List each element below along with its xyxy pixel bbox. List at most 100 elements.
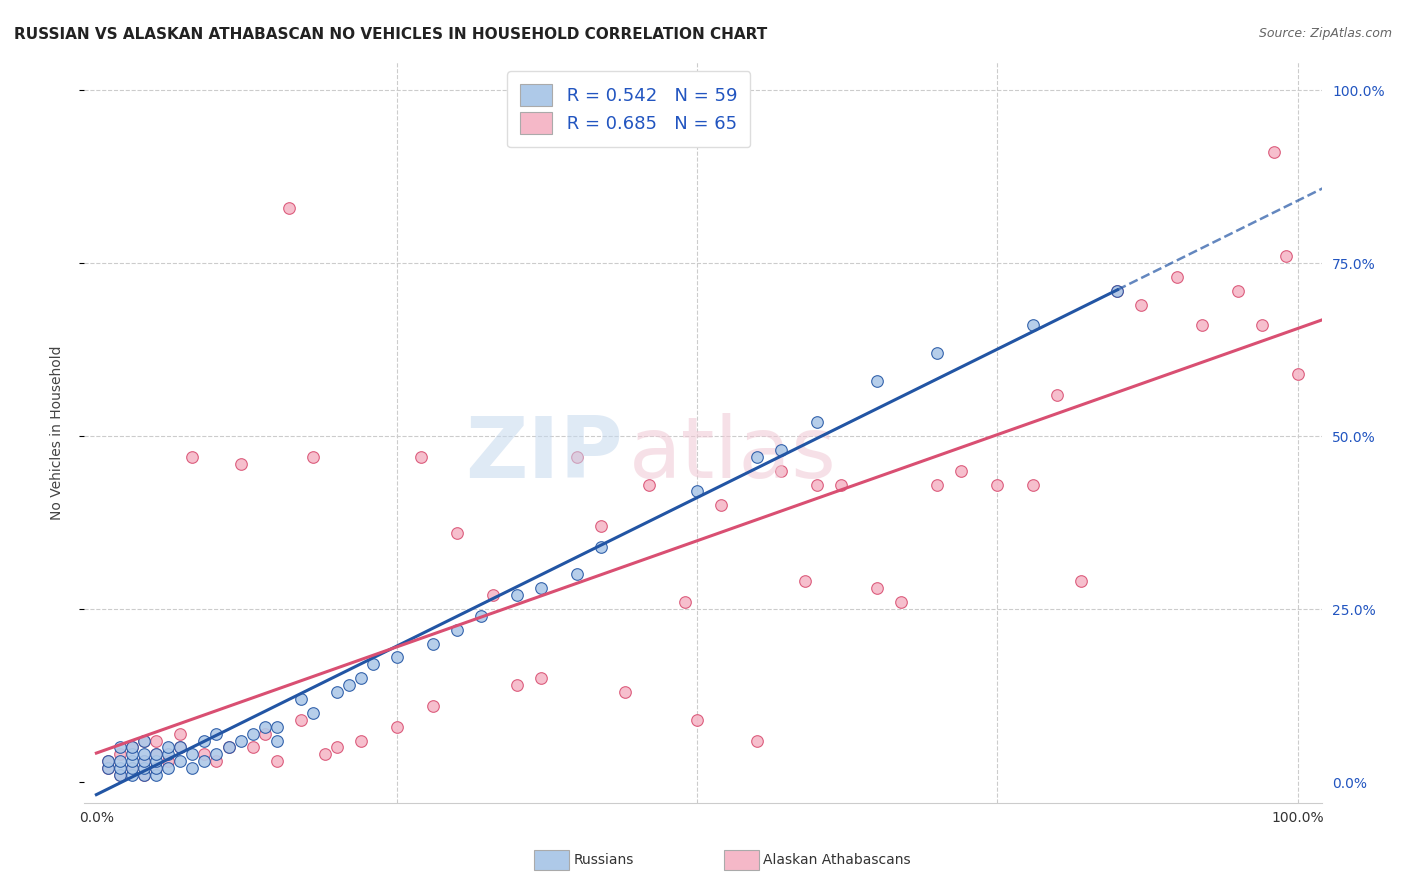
Point bbox=[110, 768, 132, 782]
Point bbox=[181, 761, 204, 775]
Point bbox=[97, 761, 120, 775]
Point bbox=[157, 740, 180, 755]
Point bbox=[686, 484, 709, 499]
Point bbox=[253, 726, 276, 740]
Point bbox=[446, 623, 468, 637]
Point bbox=[638, 477, 661, 491]
Point bbox=[121, 768, 143, 782]
Point bbox=[565, 567, 588, 582]
Point bbox=[290, 713, 312, 727]
Point bbox=[301, 706, 323, 720]
Point bbox=[830, 477, 852, 491]
Point bbox=[1191, 318, 1213, 333]
Point bbox=[350, 671, 373, 685]
Point bbox=[229, 733, 252, 747]
Point bbox=[97, 754, 120, 768]
Point bbox=[134, 747, 156, 762]
Point bbox=[169, 726, 191, 740]
Point bbox=[927, 477, 949, 491]
Point bbox=[110, 754, 132, 768]
Point bbox=[145, 761, 167, 775]
Point bbox=[686, 713, 709, 727]
Point bbox=[770, 464, 793, 478]
Point bbox=[121, 754, 143, 768]
Point bbox=[1070, 574, 1092, 589]
Point bbox=[506, 678, 529, 692]
Point bbox=[506, 588, 529, 602]
Point bbox=[1250, 318, 1272, 333]
Point bbox=[145, 747, 167, 762]
Point bbox=[193, 754, 215, 768]
Point bbox=[242, 726, 264, 740]
Point bbox=[770, 442, 793, 457]
Point bbox=[565, 450, 588, 464]
Point bbox=[350, 733, 373, 747]
Point bbox=[589, 540, 612, 554]
Point bbox=[193, 733, 215, 747]
Point bbox=[266, 720, 288, 734]
Point bbox=[121, 747, 143, 762]
Point bbox=[890, 595, 912, 609]
Point bbox=[169, 754, 191, 768]
Point bbox=[530, 671, 553, 685]
Point bbox=[110, 768, 132, 782]
Text: Alaskan Athabascans: Alaskan Athabascans bbox=[763, 853, 911, 867]
Point bbox=[121, 740, 143, 755]
Point bbox=[134, 768, 156, 782]
Point bbox=[266, 733, 288, 747]
Point bbox=[169, 740, 191, 755]
Point bbox=[110, 740, 132, 755]
Point bbox=[745, 733, 768, 747]
Point bbox=[1166, 269, 1188, 284]
Point bbox=[205, 726, 228, 740]
Point bbox=[134, 754, 156, 768]
Point bbox=[218, 740, 240, 755]
Point bbox=[218, 740, 240, 755]
Point bbox=[986, 477, 1008, 491]
Point bbox=[806, 477, 828, 491]
Point bbox=[422, 637, 444, 651]
Point bbox=[121, 740, 143, 755]
Y-axis label: No Vehicles in Household: No Vehicles in Household bbox=[49, 345, 63, 520]
Legend:  R = 0.542   N = 59,  R = 0.685   N = 65: R = 0.542 N = 59, R = 0.685 N = 65 bbox=[508, 71, 751, 147]
Point bbox=[169, 740, 191, 755]
Point bbox=[422, 698, 444, 713]
Point bbox=[134, 754, 156, 768]
Point bbox=[530, 582, 553, 596]
Point bbox=[229, 457, 252, 471]
Point bbox=[157, 761, 180, 775]
Point bbox=[385, 650, 408, 665]
Point bbox=[806, 415, 828, 429]
Point bbox=[314, 747, 336, 762]
Point bbox=[290, 692, 312, 706]
Point bbox=[1274, 249, 1296, 263]
Text: RUSSIAN VS ALASKAN ATHABASCAN NO VEHICLES IN HOUSEHOLD CORRELATION CHART: RUSSIAN VS ALASKAN ATHABASCAN NO VEHICLE… bbox=[14, 27, 768, 42]
Text: ZIP: ZIP bbox=[465, 413, 623, 496]
Point bbox=[1022, 477, 1045, 491]
Point bbox=[1226, 284, 1249, 298]
Point bbox=[134, 733, 156, 747]
Point bbox=[157, 747, 180, 762]
Point bbox=[866, 582, 889, 596]
Point bbox=[134, 761, 156, 775]
Point bbox=[794, 574, 817, 589]
Point bbox=[325, 740, 347, 755]
Point bbox=[409, 450, 432, 464]
Point bbox=[97, 761, 120, 775]
Point bbox=[325, 685, 347, 699]
Point bbox=[181, 747, 204, 762]
Point bbox=[145, 768, 167, 782]
Point bbox=[205, 747, 228, 762]
Text: Source: ZipAtlas.com: Source: ZipAtlas.com bbox=[1258, 27, 1392, 40]
Point bbox=[927, 346, 949, 360]
Point bbox=[1107, 284, 1129, 298]
Point bbox=[145, 761, 167, 775]
Point bbox=[157, 754, 180, 768]
Point bbox=[446, 525, 468, 540]
Point bbox=[1286, 367, 1309, 381]
Point bbox=[110, 761, 132, 775]
Point bbox=[181, 450, 204, 464]
Point bbox=[866, 374, 889, 388]
Point bbox=[97, 754, 120, 768]
Point bbox=[1130, 297, 1153, 311]
